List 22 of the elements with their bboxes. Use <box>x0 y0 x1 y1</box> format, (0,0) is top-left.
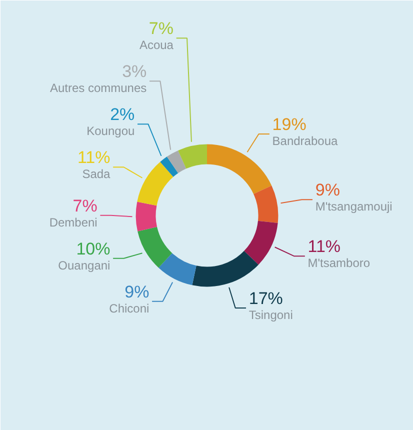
slice-label: Tsingoni <box>248 308 293 322</box>
data-label: 11% <box>308 237 341 256</box>
slice-label: Bandraboua <box>272 134 338 148</box>
slice-label: Sada <box>82 167 111 182</box>
slice-label: Koungou <box>86 124 135 138</box>
slice-label: Chiconi <box>109 301 150 316</box>
data-label: 9% <box>124 282 150 302</box>
data-label: 7% <box>72 196 98 216</box>
data-label: 10% <box>76 239 110 258</box>
data-label: 2% <box>110 105 135 124</box>
slice-label: Ouangani <box>58 258 110 272</box>
data-label: 11% <box>77 148 110 168</box>
data-label: 19% <box>272 114 306 134</box>
slice-label: Autres communes <box>50 81 147 96</box>
data-label: 17% <box>248 288 283 308</box>
slice-label: Dembeni <box>49 215 98 230</box>
data-label: 7% <box>148 19 174 38</box>
slice-label: Acoua <box>139 38 174 52</box>
data-label: 9% <box>315 180 340 200</box>
slice-label: M'tsangamouji <box>315 200 392 214</box>
slice-label: M'tsamboro <box>308 256 370 270</box>
data-label: 3% <box>122 62 147 82</box>
